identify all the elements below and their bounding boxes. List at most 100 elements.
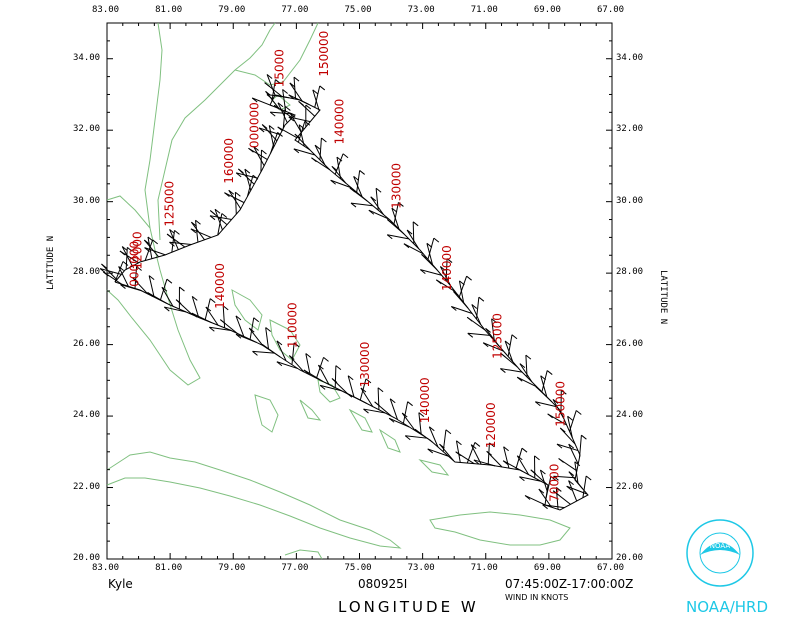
wind-barb-flag bbox=[294, 133, 301, 139]
wind-barb bbox=[235, 315, 245, 337]
wind-barb bbox=[330, 179, 352, 189]
wind-barb bbox=[144, 239, 154, 261]
wind-barb bbox=[427, 448, 449, 457]
wind-barb bbox=[258, 127, 281, 136]
wind-barb-flag bbox=[268, 125, 275, 130]
longitude-tick-top: 73.00 bbox=[407, 5, 435, 15]
wind-barb bbox=[458, 276, 468, 298]
wind-barb bbox=[402, 401, 409, 424]
noaa-logo: NOAA bbox=[686, 519, 754, 587]
wind-barb-flag bbox=[319, 385, 326, 390]
latitude-tick-left: 32.00 bbox=[73, 124, 101, 135]
wind-barb-flag bbox=[433, 237, 440, 243]
wind-barb bbox=[556, 443, 579, 452]
wind-barb-flag bbox=[574, 461, 581, 467]
wind-barb-flag bbox=[349, 187, 356, 193]
wind-barb-flag bbox=[303, 369, 310, 375]
wind-barb-flag bbox=[175, 299, 182, 305]
longitude-tick-top: 83.00 bbox=[92, 5, 120, 15]
wind-barb-flag bbox=[275, 79, 281, 84]
wind-barb bbox=[209, 326, 232, 332]
latitude-tick-right: 28.00 bbox=[616, 267, 644, 278]
longitude-tick-top: 67.00 bbox=[597, 5, 625, 15]
wind-barb bbox=[276, 340, 287, 362]
wind-barb bbox=[261, 124, 278, 142]
wind-barb bbox=[535, 401, 557, 408]
latitude-tick-right: 26.00 bbox=[616, 338, 644, 349]
wind-barb-flag bbox=[321, 137, 327, 143]
wind-barb bbox=[568, 480, 578, 502]
wind-barb-flag bbox=[132, 277, 139, 283]
wind-barb-flag bbox=[467, 332, 474, 338]
latitude-tick-right: 24.00 bbox=[616, 410, 644, 421]
wind-barb bbox=[234, 192, 237, 215]
wind-barb-flag bbox=[568, 480, 574, 485]
wind-barb-flag bbox=[103, 271, 109, 277]
wind-barb-flag bbox=[389, 398, 396, 404]
wind-barb bbox=[346, 392, 367, 404]
wind-barb bbox=[336, 157, 342, 179]
wind-barb-flag bbox=[502, 460, 509, 466]
wind-barb-flag bbox=[478, 296, 485, 302]
wind-barb-flag bbox=[235, 172, 242, 178]
wind-barb-flag bbox=[264, 82, 270, 88]
wind-barb bbox=[191, 221, 205, 241]
wind-barb bbox=[100, 268, 122, 275]
wind-barb-flag bbox=[350, 202, 357, 208]
wind-barb-flag bbox=[331, 378, 338, 383]
wind-barb-flag bbox=[209, 326, 215, 332]
us-east-coastline bbox=[271, 94, 291, 111]
wind-barb-flag bbox=[277, 132, 283, 137]
wind-barb-flag bbox=[403, 243, 410, 249]
wind-barb-flag bbox=[491, 318, 497, 324]
wind-units-label: WIND IN KNOTS bbox=[505, 593, 569, 602]
wind-barb-flag bbox=[412, 221, 419, 227]
wind-barb bbox=[389, 398, 398, 420]
agency-label: NOAA/HRD bbox=[686, 598, 769, 616]
wind-barb-flag bbox=[421, 253, 427, 259]
wind-barb-flag bbox=[118, 266, 124, 271]
wind-barb-flag bbox=[253, 317, 260, 323]
longitude-tick-top: 81.00 bbox=[155, 5, 183, 15]
wind-barb bbox=[270, 111, 293, 115]
wind-barb-flag bbox=[305, 353, 312, 358]
time-range: 07:45:00Z-17:00:00Z bbox=[505, 577, 634, 591]
wind-barb-flag bbox=[314, 144, 321, 150]
wind-barb-flag bbox=[261, 124, 268, 129]
wind-barb-flag bbox=[265, 90, 271, 96]
wind-barb-flag bbox=[566, 485, 572, 491]
wind-barb-flag bbox=[398, 202, 404, 207]
wind-barb bbox=[517, 376, 538, 388]
wind-barb bbox=[319, 137, 322, 160]
wind-barb-flag bbox=[435, 279, 442, 285]
wind-barb-flag bbox=[456, 440, 462, 446]
wind-barb-flag bbox=[516, 455, 523, 461]
wind-barb bbox=[393, 202, 399, 225]
wind-barb-flag bbox=[179, 286, 185, 292]
wind-barb-flag bbox=[534, 455, 540, 461]
wind-barb-flag bbox=[222, 305, 229, 311]
wind-barb bbox=[318, 364, 330, 385]
wind-barb bbox=[567, 416, 573, 438]
wind-barb bbox=[439, 443, 455, 462]
wind-barb-flag bbox=[428, 426, 435, 432]
wind-barb bbox=[282, 106, 286, 129]
wind-barb-flag bbox=[375, 187, 382, 193]
wind-barb-flag bbox=[235, 191, 241, 197]
wind-barb-flag bbox=[342, 153, 349, 159]
wind-barb-flag bbox=[195, 219, 201, 225]
wind-barb bbox=[252, 350, 275, 354]
us-east-coastline bbox=[144, 22, 163, 229]
wind-barb bbox=[277, 126, 298, 139]
wind-barb bbox=[453, 291, 469, 309]
altitude-label: 70000 bbox=[547, 464, 561, 502]
altitude-label: 150000 bbox=[554, 381, 568, 427]
jamaica-coastline bbox=[284, 549, 323, 560]
wind-barb bbox=[347, 375, 355, 398]
wind-barb-flag bbox=[148, 275, 155, 280]
storm-name: Kyle bbox=[108, 577, 133, 591]
wind-barb bbox=[228, 189, 242, 210]
wind-barb-flag bbox=[248, 327, 255, 333]
wind-barb bbox=[500, 368, 523, 373]
wind-barb bbox=[190, 228, 212, 238]
